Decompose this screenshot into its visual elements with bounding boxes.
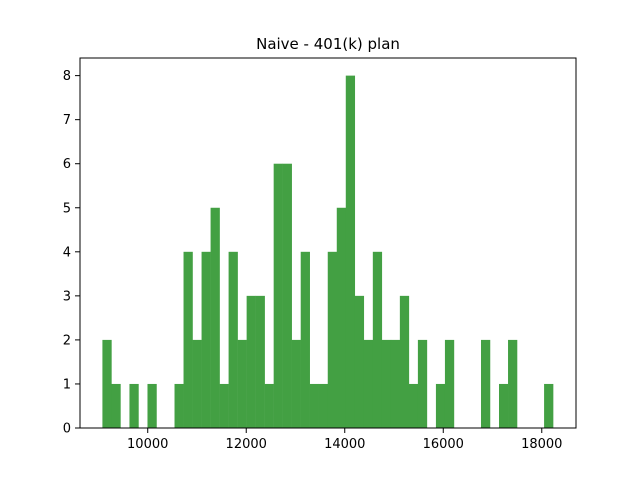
histogram-bar — [111, 383, 121, 428]
histogram-bar — [102, 339, 112, 428]
y-tick-label: 4 — [63, 245, 71, 260]
histogram-bar — [210, 207, 220, 428]
y-tick-label: 1 — [63, 377, 71, 392]
histogram-bar — [372, 251, 383, 428]
histogram-bar — [417, 339, 428, 428]
y-tick-label: 2 — [63, 333, 71, 348]
histogram-bar — [174, 383, 184, 428]
histogram-bar — [183, 251, 193, 428]
histogram-bar — [345, 75, 356, 429]
histogram-bar — [408, 383, 419, 428]
chart-title: Naive - 401(k) plan — [256, 35, 400, 53]
histogram-bar — [381, 339, 392, 428]
histogram-bar — [219, 383, 229, 428]
histogram-bar — [499, 383, 509, 428]
y-tick-label: 6 — [63, 157, 71, 172]
histogram-bar — [318, 383, 328, 428]
histogram-bar — [264, 383, 274, 428]
histogram-bar — [237, 339, 247, 428]
histogram-bar — [201, 251, 211, 428]
histogram-bar — [480, 339, 491, 428]
histogram-bar — [300, 251, 310, 428]
histogram-bar — [336, 207, 347, 428]
x-axis: 10000 12000 14000 16000 18000 — [127, 428, 562, 452]
y-tick-label: 5 — [63, 201, 71, 216]
histogram-bar — [399, 295, 410, 428]
histogram-bar — [435, 383, 446, 428]
plot-frame — [79, 57, 577, 429]
y-axis: 0 1 2 3 4 5 6 7 8 — [63, 69, 80, 437]
y-tick-label: 7 — [63, 113, 71, 128]
x-tick-label: 10000 — [127, 437, 168, 452]
x-tick-label: 14000 — [324, 437, 365, 452]
x-tick-label: 12000 — [226, 437, 267, 452]
histogram-bars — [102, 75, 554, 429]
histogram-bar — [309, 383, 319, 428]
histogram-bar — [246, 295, 256, 428]
y-tick-label: 8 — [63, 69, 71, 84]
y-tick-label: 3 — [63, 289, 71, 304]
histogram-bar — [363, 339, 374, 428]
histogram-bar — [147, 383, 157, 428]
histogram-bar — [255, 295, 265, 428]
y-tick-label: 0 — [63, 422, 71, 437]
histogram-bar — [192, 339, 202, 428]
histogram-bar — [228, 251, 238, 428]
histogram-bar — [390, 339, 401, 428]
histogram-bar — [327, 251, 338, 428]
histogram-bar — [273, 163, 283, 428]
histogram-bar — [282, 163, 292, 428]
histogram-bar — [354, 295, 365, 428]
histogram-bar — [508, 339, 518, 428]
x-tick-label: 16000 — [423, 437, 464, 452]
histogram-bar — [129, 383, 139, 428]
x-tick-label: 18000 — [521, 437, 562, 452]
histogram-bar — [291, 339, 301, 428]
histogram-bar — [544, 383, 554, 428]
histogram-bar — [444, 339, 455, 428]
